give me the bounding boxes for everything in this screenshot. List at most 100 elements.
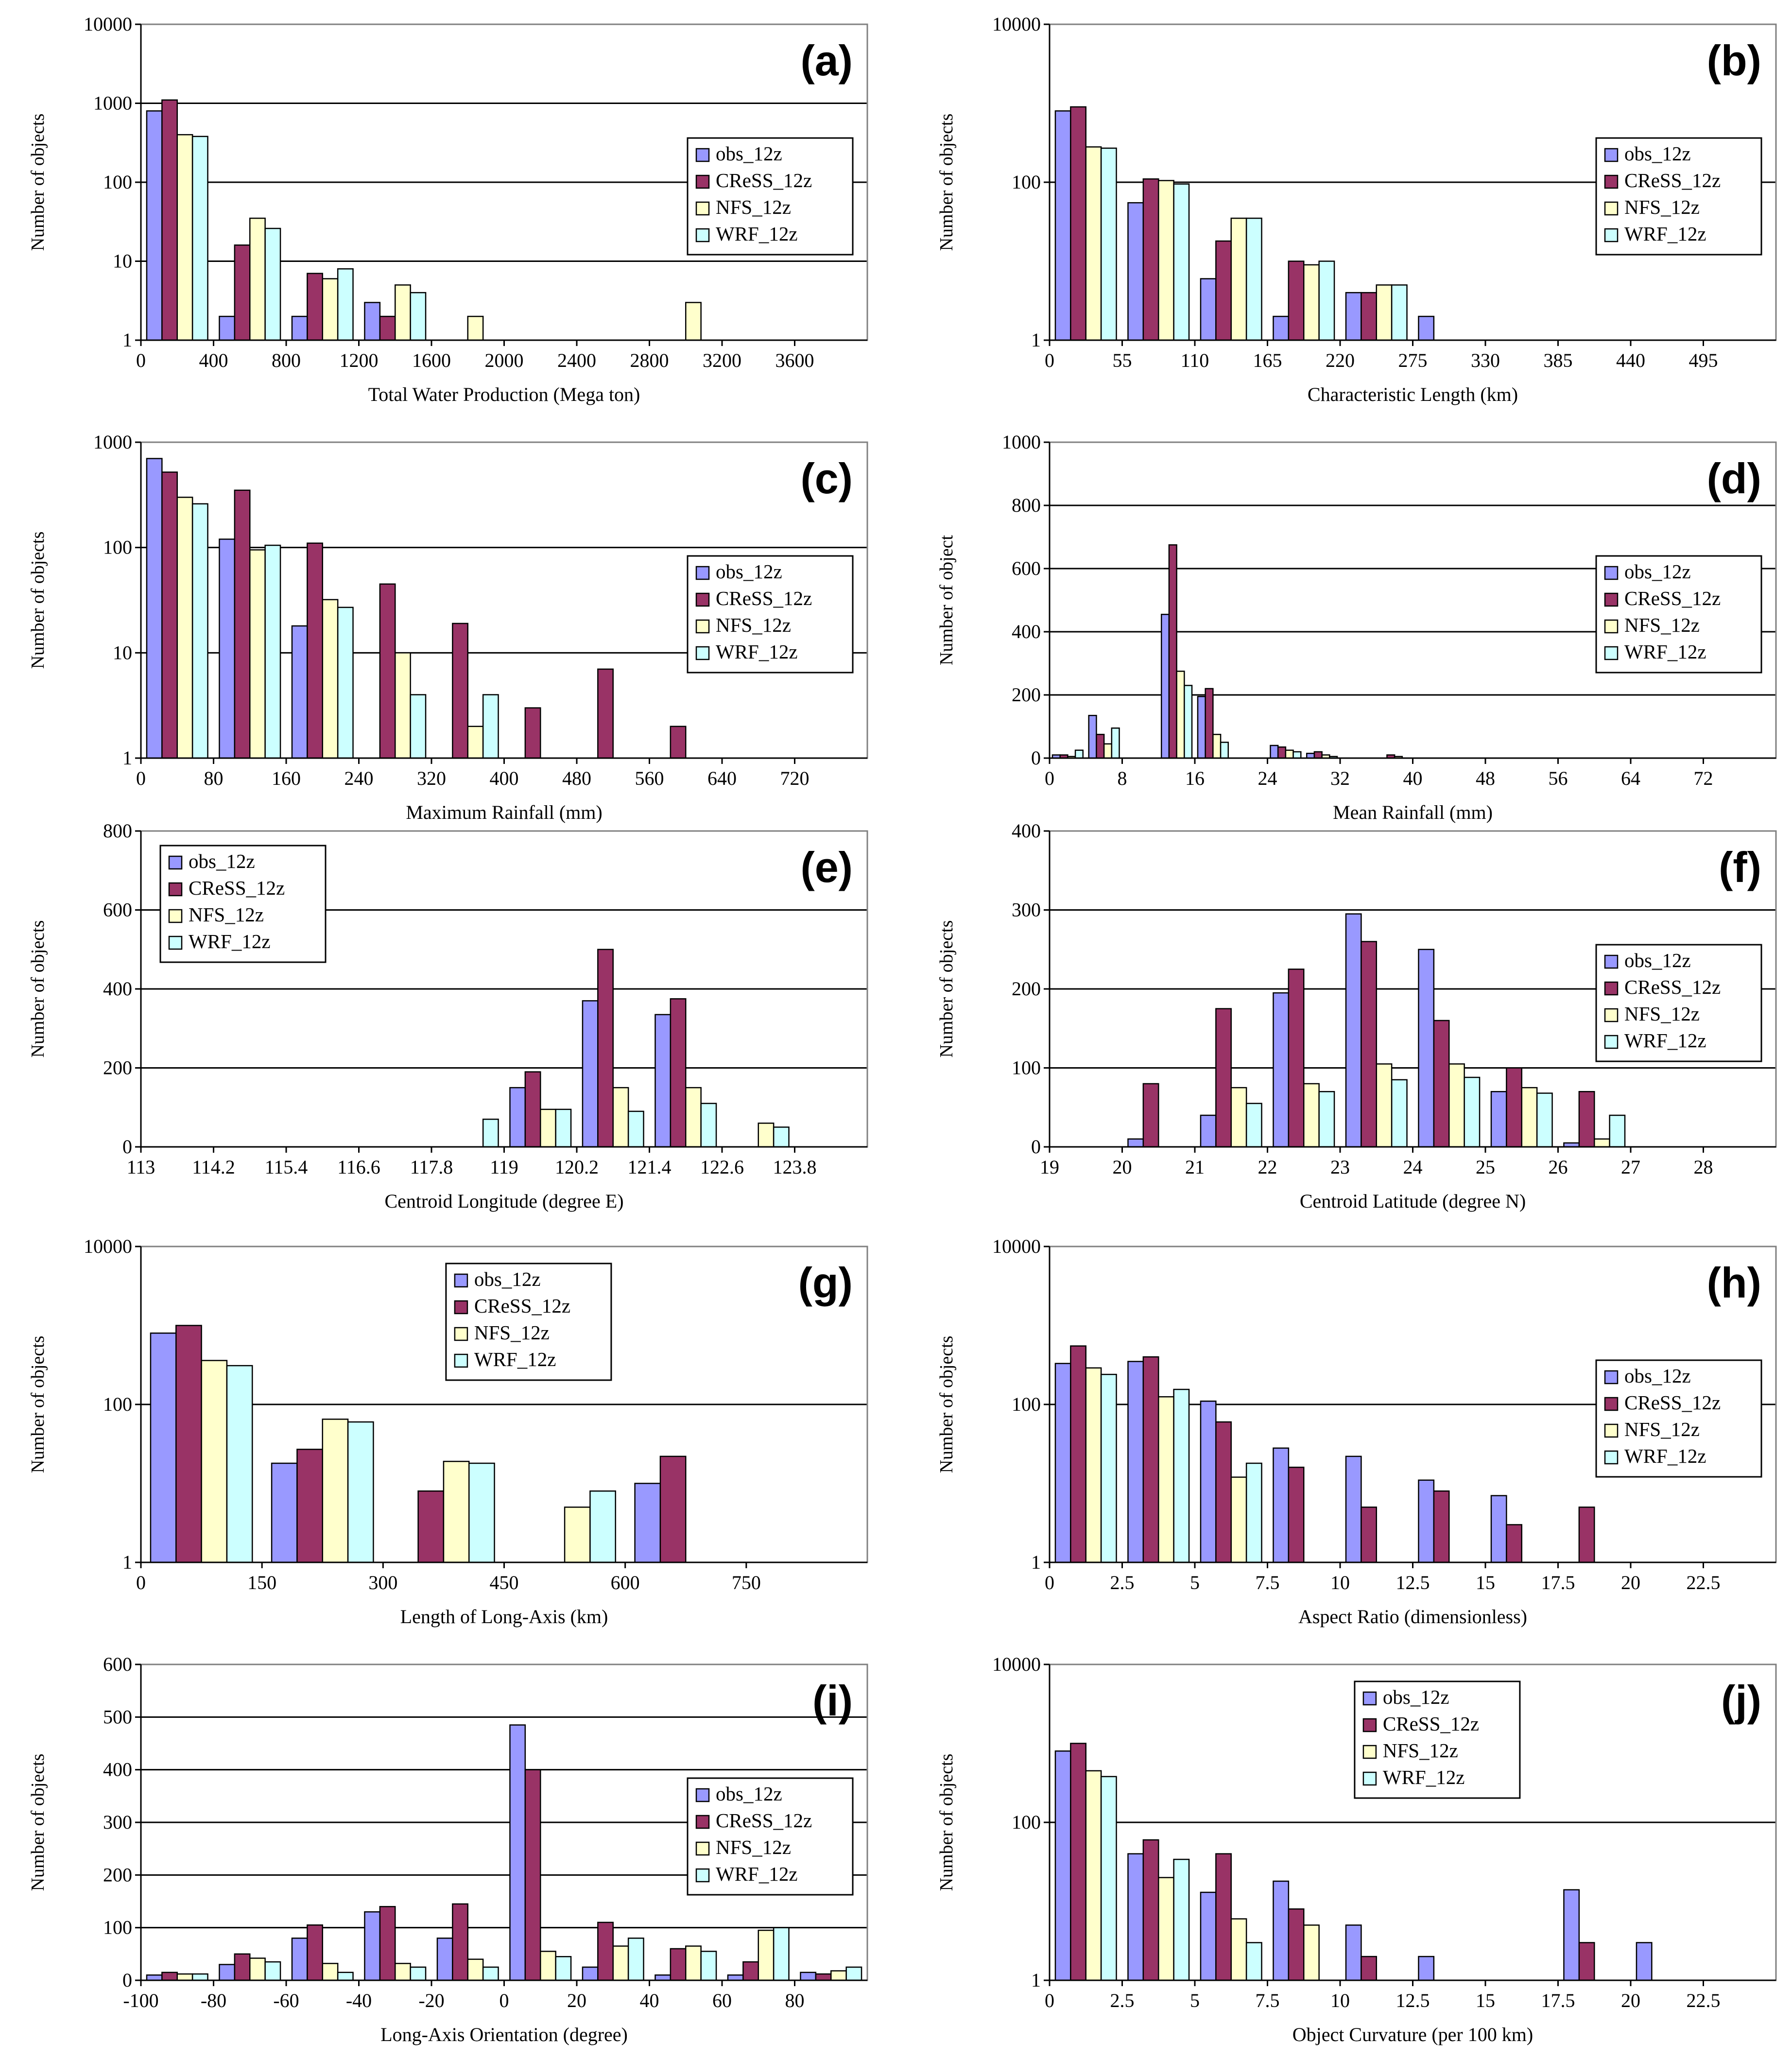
bar-cress: [417, 1490, 445, 1563]
legend-box: [1595, 555, 1762, 674]
legend-label-nfs: NFS_12z: [1624, 1003, 1700, 1025]
bar-cress: [670, 1948, 687, 1981]
bar-nfs: [1521, 1087, 1538, 1148]
bar-nfs: [176, 1973, 193, 1981]
legend: obs_12z CReSS_12z NFS_12z WRF_12z: [687, 1777, 854, 1896]
bar-obs: [146, 458, 163, 759]
x-tick-label: 56: [1549, 767, 1568, 789]
bar-wrf: [482, 694, 499, 759]
bar-obs: [219, 315, 236, 341]
x-tick-label: 27: [1621, 1156, 1640, 1178]
bar-obs: [1127, 1138, 1144, 1148]
x-tick-label: 10: [1330, 1572, 1350, 1593]
legend-swatch-wrf: [695, 1868, 710, 1883]
y-tick-label: 600: [103, 1653, 132, 1675]
bar-nfs: [322, 599, 339, 759]
bar-obs: [219, 538, 236, 759]
legend-swatch-nfs: [695, 201, 710, 216]
legend-box: [159, 845, 327, 963]
bar-wrf: [226, 1365, 253, 1563]
y-tick-label: 0: [122, 1136, 132, 1158]
bar-obs: [582, 1966, 599, 1981]
bar-wrf: [347, 1421, 374, 1563]
bar-obs: [1054, 1363, 1071, 1563]
y-tick-label: 100: [1012, 171, 1041, 193]
bar-wrf: [482, 1966, 499, 1981]
bar-wrf: [468, 1462, 495, 1563]
legend-swatch-wrf: [1604, 228, 1619, 242]
x-tick-label: 8: [1118, 767, 1127, 789]
panel-label: (b): [1707, 36, 1761, 85]
x-tick-label: 80: [785, 1990, 805, 2011]
bar-wrf: [589, 1490, 616, 1563]
x-tick-label: 32: [1330, 767, 1350, 789]
y-tick-label: 400: [1012, 820, 1041, 842]
legend: obs_12z CReSS_12z NFS_12z WRF_12z: [1595, 555, 1762, 674]
legend-label-wrf: WRF_12z: [1624, 641, 1706, 663]
bar-cress: [1215, 1853, 1232, 1981]
bar-cress: [1096, 734, 1105, 759]
x-tick-label: 15: [1476, 1572, 1495, 1593]
legend-box: [687, 137, 854, 256]
legend-label-wrf: WRF_12z: [716, 223, 798, 245]
legend-box: [1595, 944, 1762, 1062]
x-tick-label: 160: [272, 767, 301, 789]
y-tick-label: 10000: [992, 1653, 1041, 1675]
panel-e: 0 200 400 600 800 113 114.2 115.4 116.6 117.8 119 1…: [28, 820, 868, 1212]
bar-cress: [815, 1973, 832, 1981]
bar-nfs: [249, 1957, 266, 1981]
x-tick-label: 2.5: [1110, 1990, 1135, 2011]
bar-cress: [307, 273, 323, 341]
bar-obs: [1273, 1880, 1290, 1981]
bar-nfs: [1158, 1396, 1174, 1563]
legend-label-wrf: WRF_12z: [716, 641, 798, 663]
panel-label: (i): [812, 1677, 853, 1725]
bar-obs: [291, 1938, 308, 1981]
bar-obs: [1200, 278, 1217, 341]
x-tick-label: 0: [136, 1572, 146, 1593]
bar-obs: [1197, 696, 1206, 759]
bar-wrf: [1391, 1079, 1408, 1148]
x-tick-label: 240: [345, 767, 374, 789]
x-tick-label: 1600: [412, 349, 451, 371]
bar-cress: [296, 1449, 323, 1563]
bar-cress: [161, 471, 178, 759]
bar-obs: [1200, 1114, 1217, 1148]
legend-swatch-cress: [1362, 1718, 1377, 1732]
legend-label-cress: CReSS_12z: [474, 1295, 570, 1317]
bar-cress: [379, 583, 396, 759]
bar-wrf: [1074, 749, 1084, 759]
bar-nfs: [685, 1945, 702, 1981]
x-axis-label: Characteristic Length (km): [1308, 383, 1518, 405]
bar-obs: [1200, 1891, 1217, 1981]
legend-label-nfs: NFS_12z: [1624, 614, 1700, 636]
bar-nfs: [1448, 1063, 1465, 1148]
x-tick-label: 20: [1621, 1572, 1640, 1593]
y-axis-label: Number of objects: [28, 1336, 48, 1473]
bar-nfs: [1376, 284, 1393, 341]
x-tick-label: 113: [127, 1156, 155, 1178]
bar-cress: [379, 315, 396, 341]
panel-label: (j): [1721, 1677, 1761, 1725]
x-tick-label: 7.5: [1256, 1990, 1280, 2011]
y-tick-label: 1000: [1002, 431, 1041, 453]
bar-wrf: [1173, 1858, 1190, 1981]
x-axis-label: Long-Axis Orientation (degree): [380, 2024, 628, 2045]
bar-obs: [727, 1974, 744, 1981]
legend: obs_12z CReSS_12z NFS_12z WRF_12z: [1595, 1359, 1762, 1478]
legend-swatch-cress: [695, 1815, 710, 1829]
bar-cress: [234, 1953, 251, 1981]
panel-label: (c): [800, 454, 853, 502]
legend-label-cress: CReSS_12z: [189, 877, 285, 899]
legend-swatch-obs: [1604, 148, 1619, 162]
x-tick-label: 21: [1185, 1156, 1205, 1178]
legend: obs_12z CReSS_12z NFS_12z WRF_12z: [445, 1263, 612, 1381]
x-tick-label: 25: [1476, 1156, 1495, 1178]
y-tick-label: 10000: [84, 1235, 132, 1257]
bar-nfs: [1103, 743, 1113, 759]
bar-obs: [1563, 1889, 1580, 1981]
legend-swatch-nfs: [1604, 1423, 1619, 1438]
x-tick-label: 20: [1113, 1156, 1132, 1178]
bar-cress: [175, 1325, 202, 1563]
x-tick-label: 64: [1621, 767, 1640, 789]
